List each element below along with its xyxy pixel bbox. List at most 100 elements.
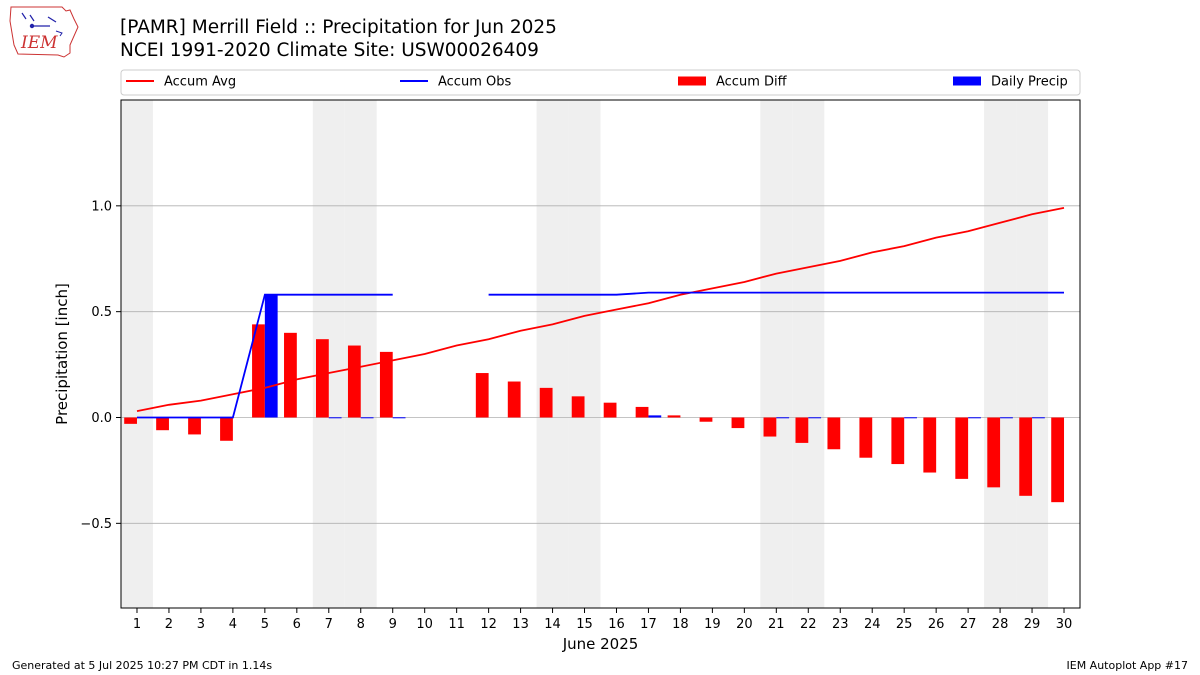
accum-diff-bar xyxy=(220,417,233,441)
x-tick-label: 22 xyxy=(800,617,817,632)
x-tick-label: 13 xyxy=(512,617,529,632)
x-tick-label: 29 xyxy=(1024,617,1041,632)
x-tick-label: 17 xyxy=(640,617,657,632)
accum-avg-line xyxy=(136,207,1065,412)
accum-diff-bar xyxy=(795,417,809,443)
app-footer: IEM Autoplot App #17 xyxy=(1066,659,1189,672)
iem-logo: IEM xyxy=(8,5,80,59)
weekend-band xyxy=(568,100,601,608)
y-axis-label: Precipitation [inch] xyxy=(53,283,71,425)
legend-label: Accum Diff xyxy=(716,75,788,90)
weekend-band xyxy=(536,100,569,608)
accum-diff-bar xyxy=(1019,417,1033,496)
x-tick-label: 3 xyxy=(197,617,205,632)
daily-precip-bar xyxy=(808,417,822,419)
daily-precip-bar xyxy=(904,417,917,419)
x-tick-label: 26 xyxy=(928,617,945,632)
y-tick-label: 1.0 xyxy=(91,199,112,214)
x-tick-label: 5 xyxy=(261,617,269,632)
daily-precip-bar xyxy=(776,417,790,419)
legend-swatch-bar xyxy=(678,76,706,86)
daily-precip-bar xyxy=(1000,417,1013,419)
x-axis-label: June 2025 xyxy=(562,635,639,653)
axes: −0.50.00.51.01 2 3 4 5 6 7 8 9 10 11 12 13 14 15 16 17 18… xyxy=(80,199,1072,632)
weekend-band xyxy=(121,100,153,608)
x-tick-label: 25 xyxy=(896,617,913,632)
legend-label: Accum Avg xyxy=(164,75,236,90)
bar-series xyxy=(124,294,1065,503)
x-tick-label: 10 xyxy=(416,617,433,632)
x-tick-label: 24 xyxy=(864,617,881,632)
x-tick-label: 2 xyxy=(165,617,173,632)
iem-logo-text: IEM xyxy=(20,33,58,53)
x-tick-label: 16 xyxy=(608,617,625,632)
x-tick-label: 20 xyxy=(736,617,753,632)
legend-box xyxy=(120,69,1081,96)
accum-diff-bar xyxy=(955,417,969,479)
accum-diff-bar xyxy=(1051,417,1065,503)
accum-diff-bar xyxy=(667,415,681,418)
daily-precip-bar xyxy=(360,417,374,419)
accum-obs-line xyxy=(488,291,1064,296)
x-tick-label: 4 xyxy=(229,617,237,632)
accum-diff-bar xyxy=(507,381,521,418)
accum-diff-bar xyxy=(188,417,201,435)
weekend-band xyxy=(984,100,1017,608)
accum-obs-line xyxy=(137,293,393,419)
x-tick-label: 6 xyxy=(293,617,301,632)
accum-diff-bar xyxy=(731,417,745,429)
x-tick-label: 11 xyxy=(448,617,465,632)
accum-diff-bar xyxy=(156,417,169,431)
x-tick-label: 27 xyxy=(960,617,977,632)
x-tick-label: 23 xyxy=(832,617,849,632)
accum-diff-bar xyxy=(284,332,297,418)
accum-diff-bar xyxy=(315,339,329,418)
x-tick-label: 18 xyxy=(672,617,689,632)
accum-diff-bar xyxy=(763,417,777,437)
accum-diff-bar xyxy=(891,417,905,465)
accum-diff-bar xyxy=(987,417,1001,488)
weekend-band xyxy=(1016,100,1049,608)
accum-diff-bar xyxy=(603,402,617,418)
legend: Accum Avg Accum Obs Accum Diff Daily Precip xyxy=(120,69,1081,96)
y-tick-label: −0.5 xyxy=(80,517,112,532)
legend-label: Accum Obs xyxy=(438,75,511,90)
legend-swatch-bar xyxy=(953,76,981,86)
accum-diff-bar xyxy=(252,324,265,418)
daily-precip-bar xyxy=(648,415,662,418)
chart-subtitle: NCEI 1991-2020 Climate Site: USW00026409 xyxy=(120,40,539,61)
chart-title: [PAMR] Merrill Field :: Precipitation fo… xyxy=(120,17,557,38)
weekend-band xyxy=(792,100,825,608)
line-series xyxy=(136,207,1065,419)
accum-diff-bar xyxy=(539,387,553,418)
y-tick-label: 0.0 xyxy=(91,411,112,426)
accum-diff-bar xyxy=(475,373,489,418)
plot-frame xyxy=(120,99,1081,609)
accum-diff-bar xyxy=(827,417,841,450)
accum-diff-bar xyxy=(379,351,393,418)
accum-diff-bar xyxy=(124,417,137,424)
daily-precip-bar xyxy=(968,417,981,419)
x-tick-label: 15 xyxy=(576,617,593,632)
daily-precip-bar xyxy=(328,417,342,419)
weekend-band xyxy=(760,100,793,608)
accum-diff-bar xyxy=(347,345,361,418)
x-tick-label: 21 xyxy=(768,617,785,632)
y-tick-label: 0.5 xyxy=(91,305,112,320)
accum-diff-bar xyxy=(923,417,937,473)
accum-diff-bar xyxy=(859,417,873,458)
x-tick-label: 28 xyxy=(992,617,1009,632)
legend-label: Daily Precip xyxy=(991,75,1068,90)
accum-diff-bar xyxy=(571,396,585,418)
generated-footer: Generated at 5 Jul 2025 10:27 PM CDT in … xyxy=(12,659,273,672)
daily-precip-bar xyxy=(264,294,278,418)
x-tick-label: 7 xyxy=(325,617,333,632)
x-tick-label: 12 xyxy=(480,617,497,632)
x-tick-label: 30 xyxy=(1056,617,1073,632)
x-tick-label: 19 xyxy=(704,617,721,632)
daily-precip-bar xyxy=(392,417,406,419)
grid-lines xyxy=(121,205,1080,524)
accum-diff-bar xyxy=(699,417,713,422)
accum-diff-bar xyxy=(635,406,649,418)
